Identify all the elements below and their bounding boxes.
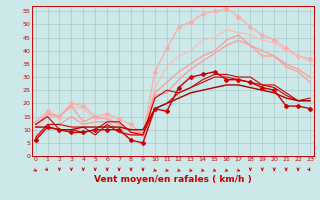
X-axis label: Vent moyen/en rafales ( km/h ): Vent moyen/en rafales ( km/h ) bbox=[94, 175, 252, 184]
